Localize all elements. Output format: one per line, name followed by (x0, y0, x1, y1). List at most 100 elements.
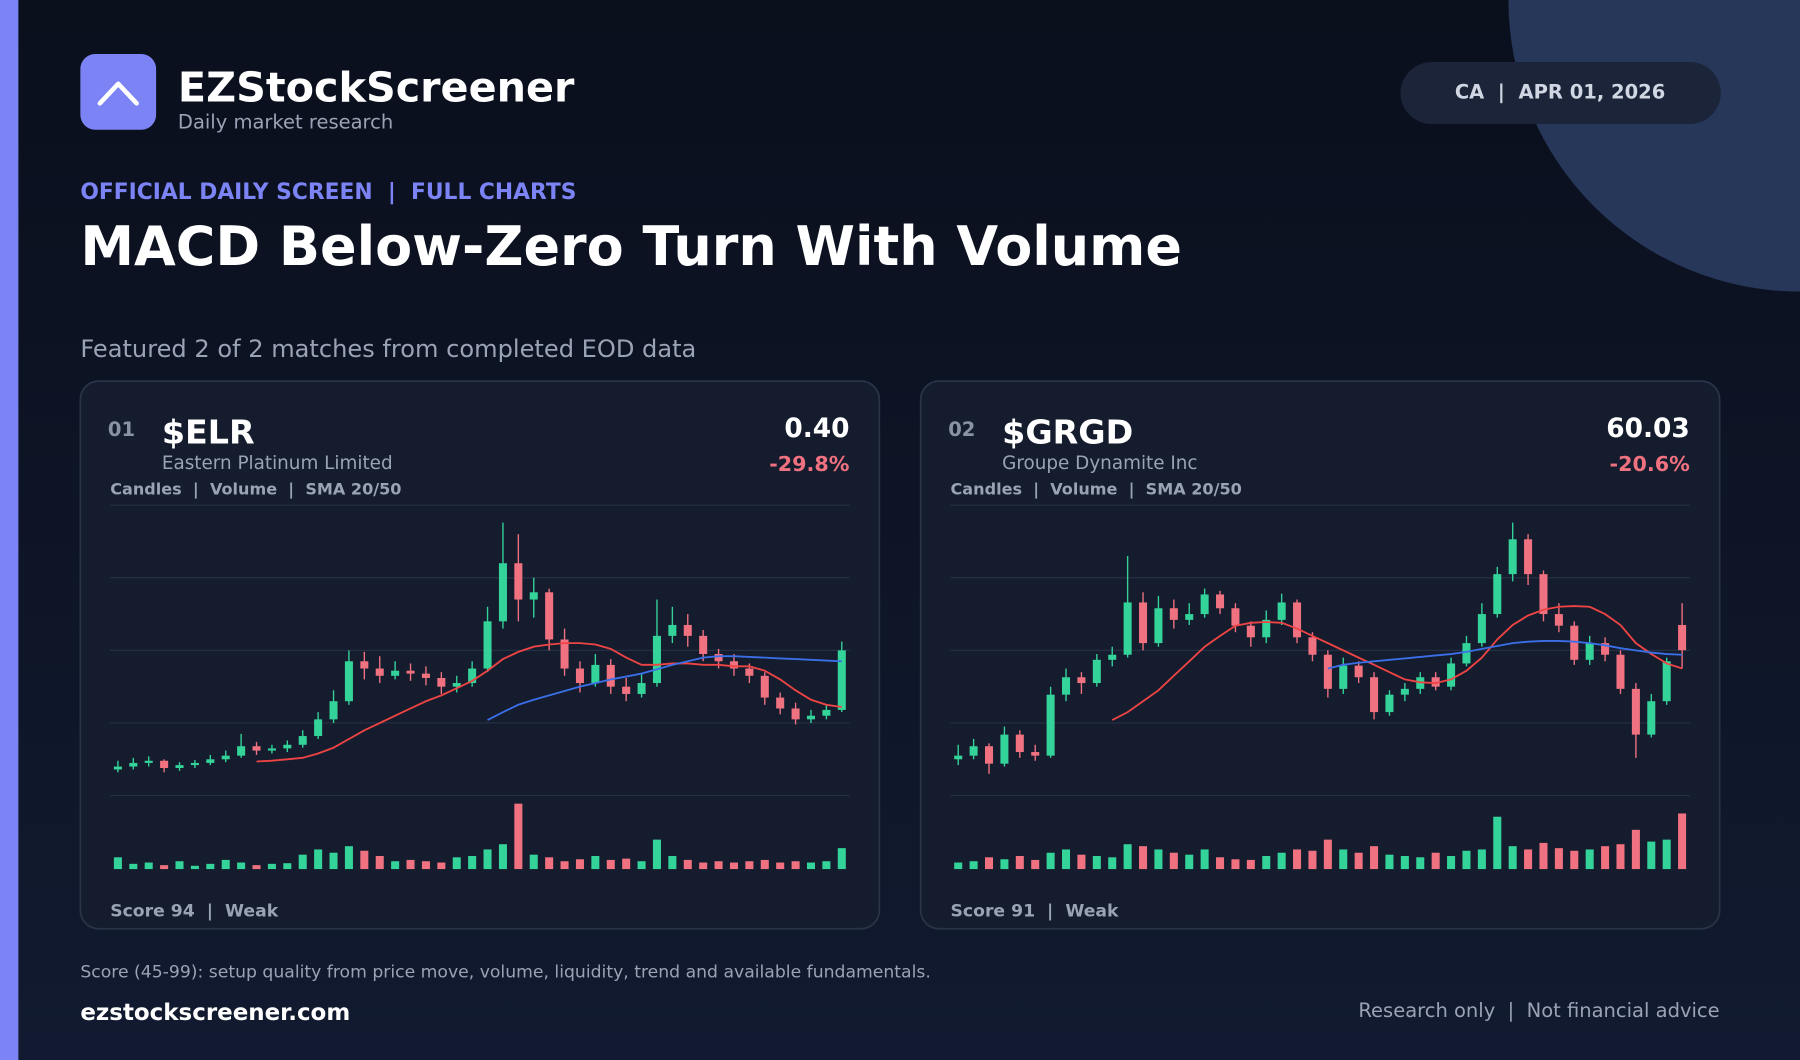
candle-body (1000, 734, 1009, 764)
volume-bar (637, 861, 646, 870)
volume-bar (729, 862, 738, 870)
volume-bar (129, 863, 138, 870)
candle-body (1400, 688, 1409, 695)
volume-bar (984, 857, 994, 870)
candle-body (1123, 602, 1132, 655)
volume-bar (1077, 854, 1086, 870)
candle-body (1554, 614, 1563, 626)
volume-bar (1508, 846, 1517, 870)
candle-body (969, 746, 978, 756)
volume-bar (1092, 855, 1101, 870)
volume-bar (591, 855, 600, 870)
volume-bar (1631, 829, 1640, 870)
candle-body (437, 677, 446, 687)
candle-body (175, 765, 184, 769)
ticker: $ELR (162, 412, 255, 451)
volume-bar (1678, 813, 1687, 870)
volume-bar (344, 846, 353, 870)
candle-body (375, 668, 384, 676)
candle-body (652, 635, 661, 684)
badge (1400, 61, 1721, 124)
candle-body (837, 650, 846, 710)
volume-bar (1447, 855, 1456, 870)
candle-body (237, 746, 246, 756)
volume-bar (1585, 849, 1594, 870)
volume-bar (560, 861, 569, 870)
candle-body (984, 746, 994, 764)
subtitle: Featured 2 of 2 matches from completed E… (80, 335, 696, 363)
candle-body (267, 748, 276, 751)
ticker: $GRGD (1002, 412, 1133, 451)
volume-bar (575, 859, 584, 870)
candle-body (1185, 614, 1194, 620)
change: -29.8% (769, 452, 850, 476)
candle-body (1616, 654, 1625, 689)
candle-body (622, 686, 631, 694)
volume-bar (1108, 857, 1117, 870)
volume-bar (1601, 846, 1610, 870)
volume-bar (1200, 849, 1209, 870)
volume-bar (1231, 859, 1240, 870)
volume-bar (1123, 844, 1132, 870)
candle-body (283, 744, 292, 749)
volume-bar (113, 857, 122, 870)
badge-text: CA | APR 01, 2026 (1455, 80, 1665, 103)
volume-bar (1154, 849, 1163, 870)
volume-bar (545, 857, 554, 870)
brand: EZStockScreener (178, 64, 575, 112)
candle-body (1262, 619, 1271, 638)
candle-body (1323, 654, 1332, 689)
volume-bar (652, 839, 661, 870)
candle-body (1308, 637, 1317, 655)
volume-bar (1169, 852, 1178, 870)
candle-body (144, 760, 153, 763)
volume-bar (1246, 859, 1255, 870)
candle-body (1200, 594, 1209, 615)
volume-bar (1046, 852, 1055, 870)
candle-body (1647, 701, 1656, 735)
volume-bar (267, 863, 276, 870)
change: -20.6% (1610, 452, 1691, 476)
volume-bar (699, 862, 708, 870)
volume-bar (622, 858, 631, 870)
volume-bar (745, 861, 754, 870)
volume-bar (1262, 855, 1271, 870)
volume-bar (1431, 852, 1440, 870)
candle-body (298, 736, 307, 745)
volume-bar (1647, 841, 1656, 870)
kicker: OFFICIAL DAILY SCREEN | FULL CHARTS (80, 180, 576, 205)
side-stripe (0, 0, 19, 1060)
candle-body (314, 719, 323, 737)
candle-body (1139, 602, 1148, 644)
candle-body (206, 759, 215, 763)
volume-bar (1662, 839, 1671, 870)
candle-body (1108, 654, 1117, 660)
candle-body (575, 668, 584, 684)
candle-body (190, 762, 199, 766)
candle-body (1154, 608, 1163, 644)
volume-bar (806, 862, 816, 870)
volume-bar (483, 849, 492, 870)
volume-bar (391, 861, 400, 870)
candle-body (1370, 677, 1379, 713)
candle-body (498, 563, 507, 622)
headline: MACD Below-Zero Turn With Volume (80, 215, 1182, 278)
company-name: Groupe Dynamite Inc (1002, 453, 1197, 474)
volume-bar (1416, 857, 1425, 870)
volume-bar (206, 863, 215, 870)
score: Score 94 | Weak (110, 902, 279, 922)
candle-body (1447, 663, 1456, 687)
volume-bar (252, 865, 261, 870)
candle-body (421, 673, 430, 678)
candle-body (1462, 643, 1471, 664)
volume-bar (1339, 849, 1348, 870)
volume-bar (360, 850, 369, 870)
volume-bar (421, 861, 430, 870)
volume-bar (791, 861, 800, 870)
chart-legend: Candles | Volume | SMA 20/50 (951, 480, 1242, 500)
volume-bar (683, 859, 692, 870)
volume-bar (144, 862, 153, 870)
card-index: 01 (108, 418, 135, 441)
candle-body (606, 664, 615, 687)
